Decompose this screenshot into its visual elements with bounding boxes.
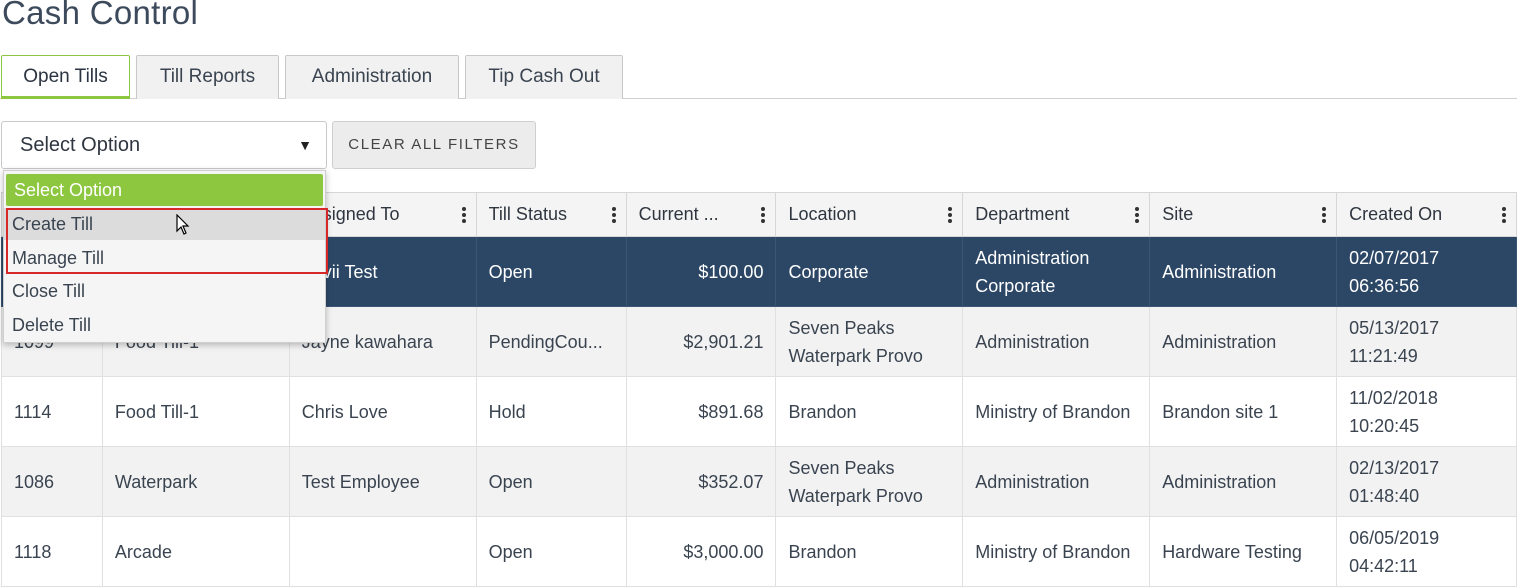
- cell-site: Administration: [1149, 306, 1338, 377]
- cell-created-on: 02/13/2017 01:48:40: [1336, 446, 1517, 517]
- column-menu-icon[interactable]: [761, 207, 766, 225]
- cell-id: 1118: [1, 516, 103, 587]
- column-menu-icon[interactable]: [1502, 207, 1506, 225]
- table-row[interactable]: 1086 Waterpark Test Employee Open $352.0…: [1, 446, 1517, 517]
- column-menu-icon[interactable]: [948, 207, 953, 225]
- cell-department: Ministry of Brandon: [962, 516, 1151, 587]
- cell-created-on: 06/05/2019 04:42:11: [1336, 516, 1517, 587]
- column-menu-icon[interactable]: [1135, 207, 1140, 225]
- dropdown-option-close-till[interactable]: Close Till: [12, 281, 86, 301]
- column-header-site[interactable]: Site: [1149, 192, 1338, 237]
- column-header-till-status[interactable]: Till Status: [475, 192, 627, 237]
- cell-status: PendingCou...: [475, 306, 627, 377]
- column-header-created-on[interactable]: Created On: [1336, 192, 1517, 237]
- cell-department: Administration Corporate: [962, 236, 1151, 307]
- column-menu-icon[interactable]: [1322, 207, 1327, 225]
- tab-bar: Open Tills Till Reports Administration T…: [0, 55, 1517, 99]
- tab-open-tills[interactable]: Open Tills: [1, 55, 130, 99]
- cell-location: Brandon: [775, 376, 964, 447]
- cell-location: Corporate: [775, 236, 964, 307]
- cell-id: 1114: [1, 376, 103, 447]
- cell-amount: $2,901.21: [625, 306, 777, 377]
- cell-amount: $352.07: [625, 446, 777, 517]
- column-menu-icon[interactable]: [461, 207, 466, 225]
- tab-administration[interactable]: Administration: [285, 55, 459, 99]
- cell-assigned-to: [288, 516, 477, 587]
- cell-amount: $891.68: [625, 376, 777, 447]
- action-select[interactable]: Select Option ▼: [1, 121, 327, 169]
- cell-assigned-to: Test Employee: [288, 446, 477, 517]
- action-dropdown-menu: Select Option Create Till Manage Till Cl…: [3, 170, 328, 343]
- cell-location: Seven Peaks Waterpark Provo: [775, 446, 964, 517]
- cell-created-on: 02/07/2017 06:36:56: [1336, 236, 1517, 307]
- cell-assigned-to: Chris Love: [288, 376, 477, 447]
- tab-till-reports[interactable]: Till Reports: [136, 55, 279, 99]
- dropdown-option-create-till[interactable]: Create Till: [4, 208, 325, 240]
- page-title: Cash Control: [2, 0, 199, 31]
- dropdown-option-manage-till[interactable]: Manage Till: [12, 248, 105, 268]
- cell-created-on: 05/13/2017 11:21:49: [1336, 306, 1517, 377]
- dropdown-placeholder-option[interactable]: Select Option: [6, 174, 323, 206]
- cell-site: Brandon site 1: [1149, 376, 1338, 447]
- cell-department: Ministry of Brandon: [962, 376, 1151, 447]
- cell-department: Administration: [962, 306, 1151, 377]
- table-row[interactable]: 1114 Food Till-1 Chris Love Hold $891.68…: [1, 376, 1517, 447]
- column-header-current-amount[interactable]: Current ...: [625, 192, 777, 237]
- cell-status: Open: [475, 446, 627, 517]
- cell-name: Arcade: [101, 516, 290, 587]
- dropdown-option-delete-till[interactable]: Delete Till: [12, 315, 92, 335]
- cell-amount: $100.00: [625, 236, 777, 307]
- cell-department: Administration: [962, 446, 1151, 517]
- caret-down-icon: ▼: [298, 137, 312, 153]
- cell-name: Waterpark: [101, 446, 290, 517]
- mouse-cursor-icon: [176, 214, 190, 235]
- tab-tip-cash-out[interactable]: Tip Cash Out: [465, 55, 623, 99]
- cell-site: Hardware Testing: [1149, 516, 1338, 587]
- cell-status: Hold: [475, 376, 627, 447]
- cell-id: 1086: [1, 446, 103, 517]
- column-menu-icon[interactable]: [611, 207, 616, 225]
- cell-site: Administration: [1149, 236, 1338, 307]
- column-header-location[interactable]: Location: [775, 192, 964, 237]
- cell-amount: $3,000.00: [625, 516, 777, 587]
- clear-all-filters-button[interactable]: CLEAR ALL FILTERS: [332, 121, 536, 169]
- cell-status: Open: [475, 236, 627, 307]
- cell-location: Brandon: [775, 516, 964, 587]
- column-header-department[interactable]: Department: [962, 192, 1151, 237]
- cell-status: Open: [475, 516, 627, 587]
- action-select-value: Select Option: [20, 134, 141, 156]
- cell-site: Administration: [1149, 446, 1338, 517]
- cell-created-on: 11/02/2018 10:20:45: [1336, 376, 1517, 447]
- cell-name: Food Till-1: [101, 376, 290, 447]
- table-row[interactable]: 1118 Arcade Open $3,000.00 Brandon Minis…: [1, 516, 1517, 587]
- cell-location: Seven Peaks Waterpark Provo: [775, 306, 964, 377]
